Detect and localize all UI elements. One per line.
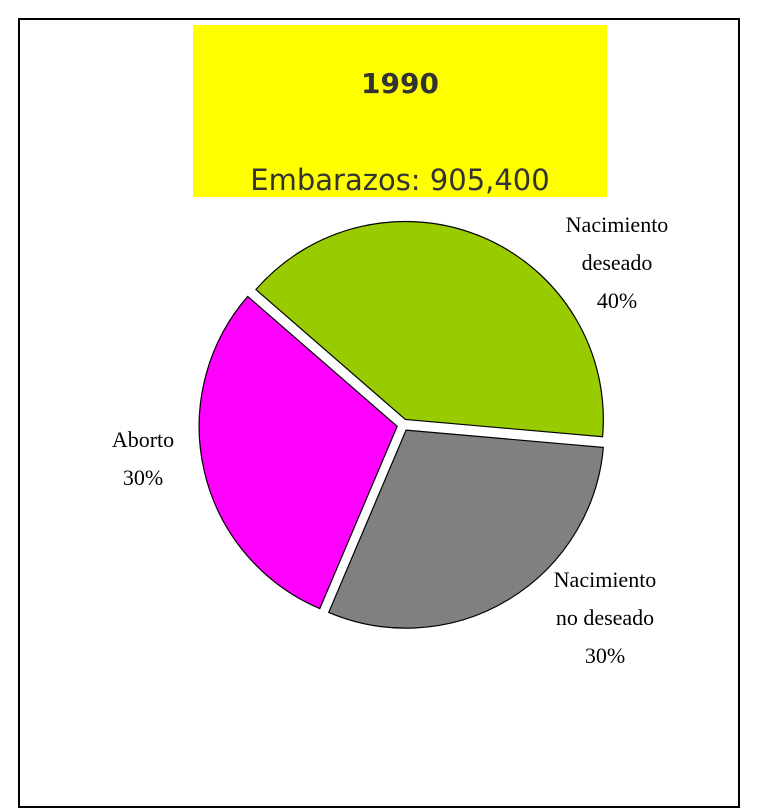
slice-label: Nacimiento deseado	[565, 212, 669, 275]
slice-value-label: 40%	[596, 288, 638, 313]
pie-slice	[255, 220, 604, 438]
slice-value-label: 30%	[122, 465, 164, 490]
title-box: 1990 Embarazos: 905,400	[193, 25, 607, 197]
slice-label: Nacimiento no deseado	[553, 567, 657, 630]
chart-subtitle: Embarazos: 905,400	[250, 163, 550, 197]
slice-label: Aborto	[111, 427, 175, 452]
pie-slice	[198, 295, 398, 610]
chart-title: 1990	[361, 67, 439, 100]
pie-slice	[327, 429, 604, 629]
slice-value-label: 30%	[584, 643, 626, 668]
